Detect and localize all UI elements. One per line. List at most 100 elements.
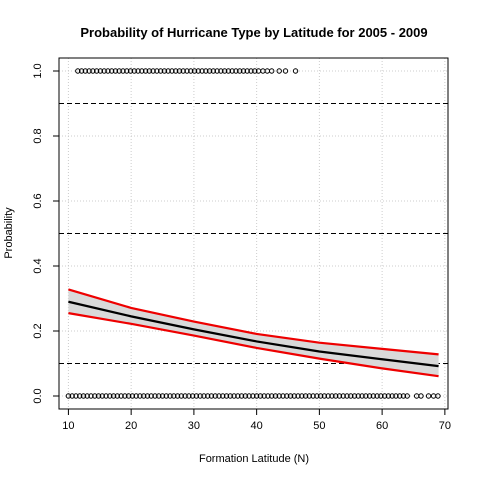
data-point [84, 393, 90, 399]
data-point [317, 393, 324, 399]
data-point [218, 68, 224, 74]
data-point [135, 68, 141, 74]
data-point [250, 393, 256, 399]
data-point [385, 393, 392, 399]
lower-ci-line [68, 312, 439, 378]
y-axis: 0.0 0.2 0.4 0.6 0.8 1.0 [32, 63, 59, 404]
data-point [359, 393, 365, 399]
data-point [173, 68, 179, 74]
data-point [242, 393, 249, 399]
data-point [142, 68, 149, 74]
data-point [165, 68, 171, 74]
data-point [110, 393, 117, 399]
data-point [120, 68, 126, 74]
data-point [163, 393, 169, 399]
data-point [233, 68, 239, 74]
data-point [418, 393, 424, 399]
data-point [148, 393, 154, 399]
data-point [150, 68, 156, 74]
data-point [107, 393, 113, 399]
data-point [238, 393, 245, 399]
x-tick-label: 50 [313, 420, 325, 432]
data-point [99, 393, 105, 399]
data-point [193, 393, 200, 399]
data-point [299, 393, 305, 399]
data-point [178, 393, 185, 399]
data-point [227, 393, 233, 399]
data-point [396, 393, 403, 399]
data-point [152, 393, 158, 399]
data-point [268, 68, 275, 74]
chart-title: Probability of Hurricane Type by Latitud… [80, 25, 427, 40]
data-point [231, 393, 237, 399]
data-point [174, 393, 181, 399]
data-point [122, 393, 128, 399]
x-tick-label: 60 [376, 420, 388, 432]
data-point [310, 393, 316, 399]
data-point [208, 393, 215, 399]
data-point [97, 68, 104, 74]
data-point [229, 68, 235, 74]
data-point [425, 393, 432, 399]
data-point [265, 393, 271, 399]
data-point [176, 68, 183, 74]
data-point [381, 393, 388, 399]
data-point [180, 68, 186, 74]
data-point [236, 68, 243, 74]
data-point [291, 393, 297, 399]
y-tick-label: 0.6 [32, 193, 44, 208]
data-point [82, 68, 89, 74]
data-point [284, 393, 290, 399]
data-point [260, 68, 266, 74]
y-tick-label: 0.2 [32, 323, 44, 338]
x-tick-label: 40 [251, 420, 263, 432]
data-point [389, 393, 395, 399]
data-point [204, 393, 211, 399]
data-point [73, 393, 79, 399]
y-tick-label: 0.8 [32, 128, 44, 143]
data-point [118, 393, 124, 399]
data-point [169, 68, 175, 74]
data-point [332, 393, 339, 399]
reference-lines [59, 103, 448, 364]
y-tick-label: 0.0 [32, 388, 44, 403]
data-point [116, 68, 122, 74]
x-axis-label: Formation Latitude (N) [199, 453, 309, 465]
data-point [282, 68, 289, 74]
x-tick-label: 10 [62, 420, 74, 432]
data-point [400, 393, 407, 399]
fit-line [68, 300, 439, 368]
data-point [393, 393, 399, 399]
data-point [253, 393, 260, 399]
data-point [199, 68, 205, 74]
data-point [80, 393, 87, 399]
data-point [214, 68, 220, 74]
data-point [261, 393, 267, 399]
data-point [216, 393, 222, 399]
data-point [235, 393, 241, 399]
x-tick-label: 70 [439, 420, 451, 432]
data-point [201, 393, 207, 399]
data-point [188, 68, 194, 74]
data-point [295, 393, 301, 399]
data-point [105, 68, 111, 74]
y-tick-label: 1.0 [32, 63, 44, 78]
data-point [325, 393, 331, 399]
data-point [351, 393, 358, 399]
data-point [220, 393, 226, 399]
data-point [206, 68, 213, 74]
data-point [244, 68, 250, 74]
x-tick-label: 30 [188, 420, 200, 432]
data-point [435, 393, 441, 399]
data-point [276, 68, 282, 74]
data-point [129, 393, 136, 399]
data-point [75, 68, 81, 74]
data-point [131, 68, 137, 74]
data-point [154, 68, 160, 74]
data-point [252, 68, 258, 74]
upper-ci-line [68, 288, 439, 356]
data-point [92, 393, 98, 399]
x-tick-label: 20 [125, 420, 137, 432]
data-point [212, 393, 218, 399]
